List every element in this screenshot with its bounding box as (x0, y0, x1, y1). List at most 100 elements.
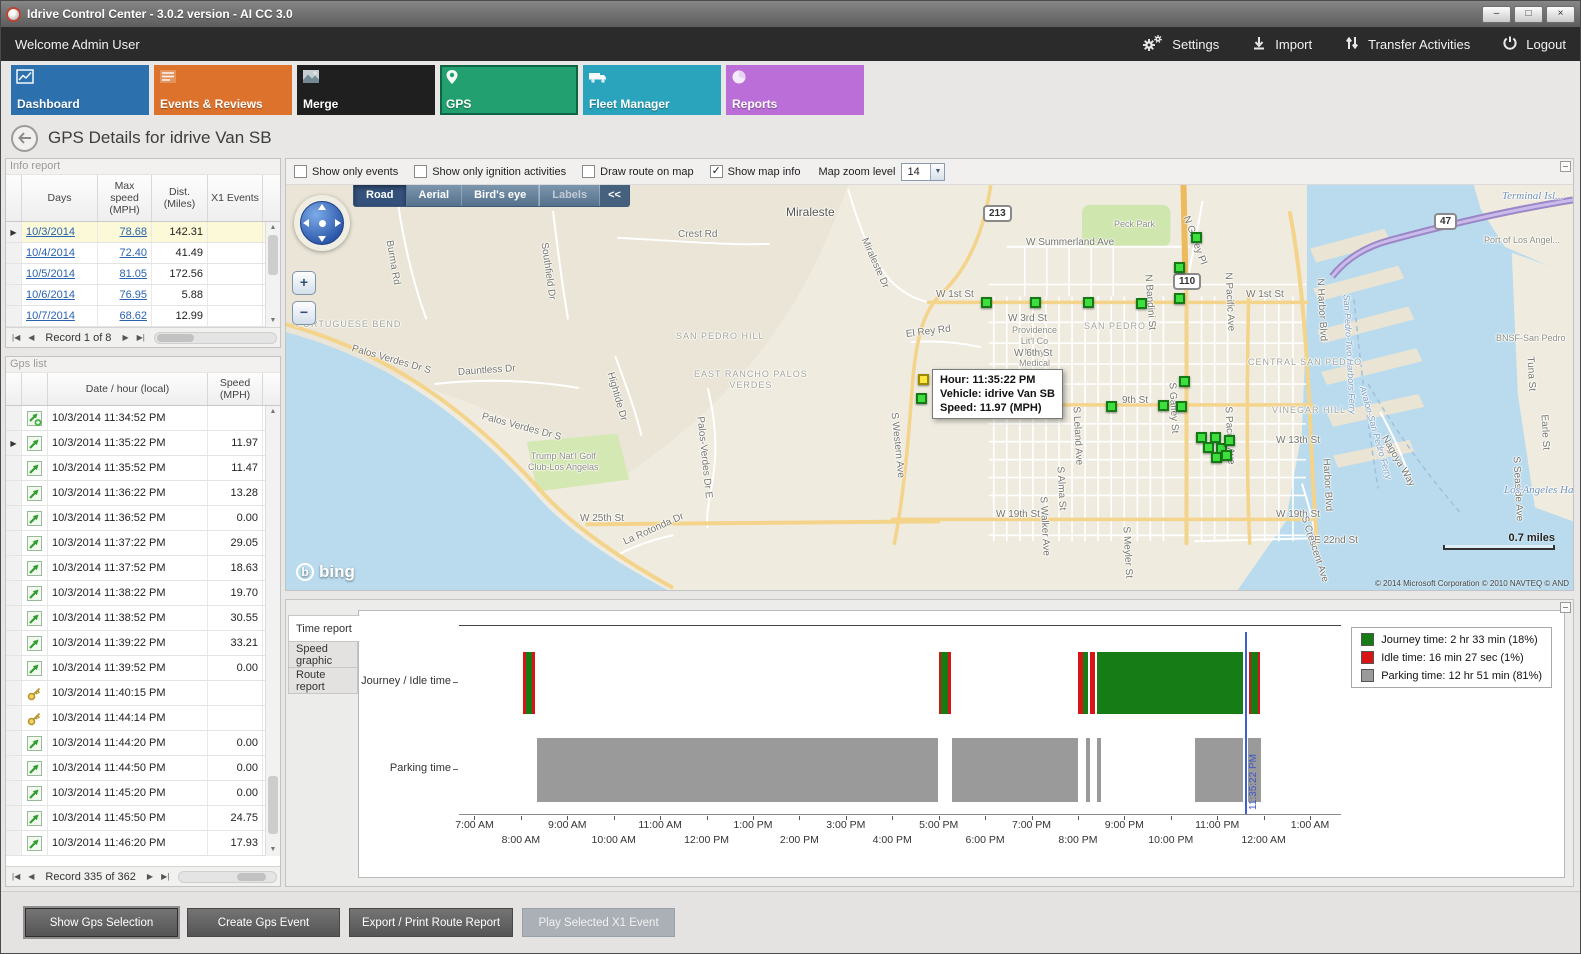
list-item[interactable]: 10/3/2014 11:45:20 PM 0.00 (6, 781, 265, 806)
gps-marker[interactable] (1136, 298, 1147, 309)
prev-record-button[interactable]: ◀ (28, 333, 35, 342)
chart-plot-area[interactable]: 11:35:22 PM (459, 625, 1341, 820)
day-cell[interactable]: 10/5/2014 (22, 264, 98, 284)
record-scrollbar-thumb[interactable] (157, 333, 194, 342)
export-print-route-report-button[interactable]: Export / Print Route Report (349, 908, 514, 937)
gps-marker[interactable] (1106, 401, 1117, 412)
max-speed-cell[interactable]: 72.40 (98, 243, 152, 263)
max-speed-cell[interactable]: 78.68 (98, 222, 152, 242)
checkbox-draw-route-on-map[interactable]: Draw route on map (582, 165, 694, 178)
table-row[interactable]: 10/6/2014 76.95 5.88 (6, 285, 265, 306)
gps-marker[interactable] (916, 393, 927, 404)
header-cell-x1-events[interactable]: X1 Events (208, 175, 263, 221)
header-cell-days[interactable]: Days (22, 175, 98, 221)
list-item[interactable]: 10/3/2014 11:37:22 PM 29.05 (6, 531, 265, 556)
map-zoom-in-button[interactable]: + (292, 271, 316, 295)
gps-marker[interactable] (1210, 432, 1221, 443)
checkbox-show-only-events[interactable]: Show only events (294, 165, 398, 178)
list-item[interactable]: ▶ 10/3/2014 11:35:22 PM 11.97 (6, 431, 265, 456)
gps-marker[interactable] (981, 297, 992, 308)
tab-merge[interactable]: Merge (297, 65, 435, 115)
gps-marker[interactable] (1083, 297, 1094, 308)
day-cell[interactable]: 10/4/2014 (22, 243, 98, 263)
list-item[interactable]: 10/3/2014 11:34:52 PM (6, 406, 265, 431)
gps-marker[interactable] (1174, 262, 1185, 273)
tab-speed-graphic[interactable]: Speed graphic (288, 641, 358, 668)
tab-reports[interactable]: Reports (726, 65, 864, 115)
minimize-button[interactable]: – (1482, 5, 1511, 23)
selected-gps-marker[interactable] (918, 374, 929, 385)
gps-marker[interactable] (1191, 232, 1202, 243)
day-cell[interactable]: 10/3/2014 (22, 222, 98, 242)
checkbox-show-only-ignition-activities[interactable]: Show only ignition activities (414, 165, 566, 178)
map-compass[interactable] (294, 195, 350, 251)
max-speed-cell[interactable]: 76.95 (98, 285, 152, 305)
gps-marker[interactable] (1203, 442, 1214, 453)
map-view-labels-button[interactable]: Labels (539, 185, 601, 206)
topbar-logout-button[interactable]: Logout (1502, 35, 1566, 54)
show-gps-selection-button[interactable]: Show Gps Selection (25, 908, 178, 937)
next-record-button[interactable]: ▶ (122, 333, 129, 342)
list-item[interactable]: 10/3/2014 11:45:50 PM 24.75 (6, 806, 265, 831)
table-row[interactable]: 10/7/2014 68.62 12.99 (6, 306, 265, 327)
list-item[interactable]: 10/3/2014 11:36:52 PM 0.00 (6, 506, 265, 531)
list-item[interactable]: 10/3/2014 11:40:15 PM (6, 681, 265, 706)
map-view-bird-s-eye-button[interactable]: Bird's eye (462, 185, 540, 206)
list-item[interactable]: 10/3/2014 11:37:52 PM 18.63 (6, 556, 265, 581)
gps-marker[interactable] (1030, 297, 1041, 308)
gps-marker[interactable] (1221, 450, 1232, 461)
tab-dashboard[interactable]: Dashboard (11, 65, 149, 115)
gps-marker[interactable] (1176, 401, 1187, 412)
map-viewbar-collapse-button[interactable]: << (600, 185, 629, 206)
map-zoom-out-button[interactable]: − (292, 301, 316, 325)
first-record-button[interactable]: |◀ (12, 333, 21, 342)
map-canvas[interactable]: Miraleste Peck Park W Summerland Ave Crest … (286, 185, 1573, 590)
gps-marker[interactable] (1174, 293, 1185, 304)
list-item[interactable]: 10/3/2014 11:36:22 PM 13.28 (6, 481, 265, 506)
map-view-aerial-button[interactable]: Aerial (407, 185, 463, 206)
list-item[interactable]: 10/3/2014 11:44:50 PM 0.00 (6, 756, 265, 781)
back-button[interactable] (11, 124, 38, 152)
close-button[interactable]: × (1546, 5, 1575, 23)
tab-gps[interactable]: GPS (440, 65, 578, 115)
table-row[interactable]: 10/5/2014 81.05 172.56 (6, 264, 265, 285)
list-item[interactable]: 10/3/2014 11:39:52 PM 0.00 (6, 656, 265, 681)
time-cursor[interactable] (1244, 632, 1247, 814)
tab-route-report[interactable]: Route report (288, 667, 358, 694)
list-item[interactable]: 10/3/2014 11:44:20 PM 0.00 (6, 731, 265, 756)
map-panel-collapse-button[interactable] (1560, 161, 1571, 172)
topbar-transfer-activities-button[interactable]: Transfer Activities (1344, 35, 1470, 54)
list-item[interactable]: 10/3/2014 11:38:52 PM 30.55 (6, 606, 265, 631)
next-record-button[interactable]: ▶ (146, 872, 154, 881)
header-cell-date-hour-local[interactable]: Date / hour (local) (48, 373, 208, 405)
tab-events-reviews[interactable]: Events & Reviews (154, 65, 292, 115)
time-panel-collapse-button[interactable] (1560, 602, 1571, 613)
list-item[interactable]: 10/3/2014 11:44:14 PM (6, 706, 265, 731)
maximize-button[interactable]: □ (1514, 5, 1543, 23)
list-item[interactable]: 10/3/2014 11:46:20 PM 17.93 (6, 831, 265, 856)
day-cell[interactable]: 10/7/2014 (22, 306, 98, 326)
max-speed-cell[interactable]: 81.05 (98, 264, 152, 284)
list-item[interactable]: 10/3/2014 11:35:52 PM 11.47 (6, 456, 265, 481)
topbar-settings-button[interactable]: Settings (1140, 33, 1219, 56)
header-cell-max-speed-mph[interactable]: Max speed (MPH) (98, 175, 152, 221)
header-cell-dist-miles[interactable]: Dist. (Miles) (152, 175, 208, 221)
list-item[interactable]: 10/3/2014 11:39:22 PM 33.21 (6, 631, 265, 656)
first-record-button[interactable]: |◀ (12, 872, 21, 881)
table-row[interactable]: ▶ 10/3/2014 78.68 142.31 (6, 222, 265, 243)
gps-marker[interactable] (1196, 432, 1207, 443)
record-scrollbar[interactable] (178, 870, 277, 883)
gps-marker[interactable] (1179, 376, 1190, 387)
info-report-scrollbar[interactable]: ▲ ▼ (265, 222, 280, 327)
last-record-button[interactable]: ▶| (161, 872, 170, 881)
gps-list-scrollbar[interactable]: ▲ ▼ (265, 406, 280, 856)
max-speed-cell[interactable]: 68.62 (98, 306, 152, 326)
map-view-road-button[interactable]: Road (354, 185, 407, 206)
tab-time-report[interactable]: Time report (288, 615, 360, 642)
record-scrollbar-thumb[interactable] (237, 872, 267, 881)
gps-marker[interactable] (1158, 400, 1169, 411)
prev-record-button[interactable]: ◀ (28, 872, 35, 881)
table-row[interactable]: 10/4/2014 72.40 41.49 (6, 243, 265, 264)
last-record-button[interactable]: ▶| (136, 333, 145, 342)
record-scrollbar[interactable] (153, 331, 277, 344)
